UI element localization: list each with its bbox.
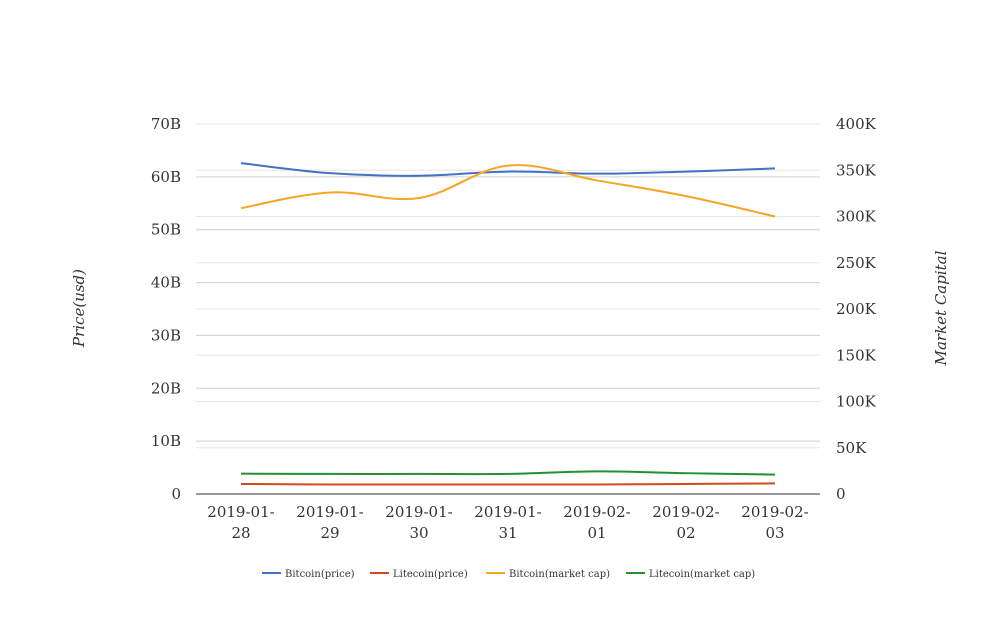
x-tick-label: 2019-01-28 bbox=[207, 503, 274, 542]
left-axis-title: Price(usd) bbox=[70, 269, 88, 348]
x-tick-label: 2019-02-02 bbox=[652, 503, 719, 542]
legend: Bitcoin(price) Litecoin(price) Bitcoin(mar… bbox=[262, 569, 755, 580]
left-axis: 0 10B 20B 30B 40B 50B 60B 70B bbox=[151, 115, 181, 503]
right-tick-label: 100K bbox=[836, 393, 877, 411]
legend-item-litecoin-price[interactable]: Litecoin(price) bbox=[370, 569, 468, 580]
legend-label: Litecoin(market cap) bbox=[649, 569, 755, 580]
left-tick-label: 50B bbox=[151, 221, 181, 239]
legend-item-bitcoin-price[interactable]: Bitcoin(price) bbox=[262, 569, 355, 580]
x-tick-label: 2019-01-30 bbox=[385, 503, 452, 542]
right-tick-label: 150K bbox=[836, 346, 877, 364]
right-axis: 0 50K 100K 150K 200K 250K 300K 350K 400K bbox=[836, 115, 877, 503]
left-tick-label: 30B bbox=[151, 326, 181, 344]
series-line-litecoin-price bbox=[240, 482, 776, 486]
legend-label: Bitcoin(price) bbox=[285, 569, 355, 580]
right-tick-label: 400K bbox=[836, 115, 877, 133]
right-tick-label: 350K bbox=[836, 161, 877, 179]
left-tick-label: 40B bbox=[151, 274, 181, 292]
right-tick-label: 250K bbox=[836, 254, 877, 272]
series-line-bitcoin-market-cap bbox=[240, 164, 776, 218]
x-axis: 2019-01-28 2019-01-29 2019-01-30 2019-01-31… bbox=[196, 493, 820, 542]
legend-item-litecoin-market-cap[interactable]: Litecoin(market cap) bbox=[626, 569, 755, 580]
series-line-bitcoin-price bbox=[240, 162, 776, 177]
left-tick-label: 60B bbox=[151, 168, 181, 186]
left-tick-label: 70B bbox=[151, 115, 181, 133]
series-line-litecoin-market-cap bbox=[240, 470, 776, 476]
x-tick-label: 2019-01-31 bbox=[474, 503, 541, 542]
legend-label: Bitcoin(market cap) bbox=[509, 569, 610, 580]
right-tick-label: 0 bbox=[836, 485, 846, 503]
right-tick-label: 200K bbox=[836, 300, 877, 318]
right-tick-label: 300K bbox=[836, 208, 877, 226]
x-tick-label: 2019-01-29 bbox=[296, 503, 363, 542]
left-tick-label: 20B bbox=[151, 379, 181, 397]
right-axis-title: Market Capital bbox=[932, 250, 950, 366]
legend-item-bitcoin-market-cap[interactable]: Bitcoin(market cap) bbox=[486, 569, 610, 580]
series-lines bbox=[240, 162, 776, 486]
x-tick-label: 2019-02-03 bbox=[741, 503, 808, 542]
x-tick-label: 2019-02-01 bbox=[563, 503, 630, 542]
left-tick-label: 0 bbox=[171, 485, 181, 503]
right-tick-label: 50K bbox=[836, 439, 867, 457]
legend-label: Litecoin(price) bbox=[393, 569, 468, 580]
left-tick-label: 10B bbox=[151, 432, 181, 450]
